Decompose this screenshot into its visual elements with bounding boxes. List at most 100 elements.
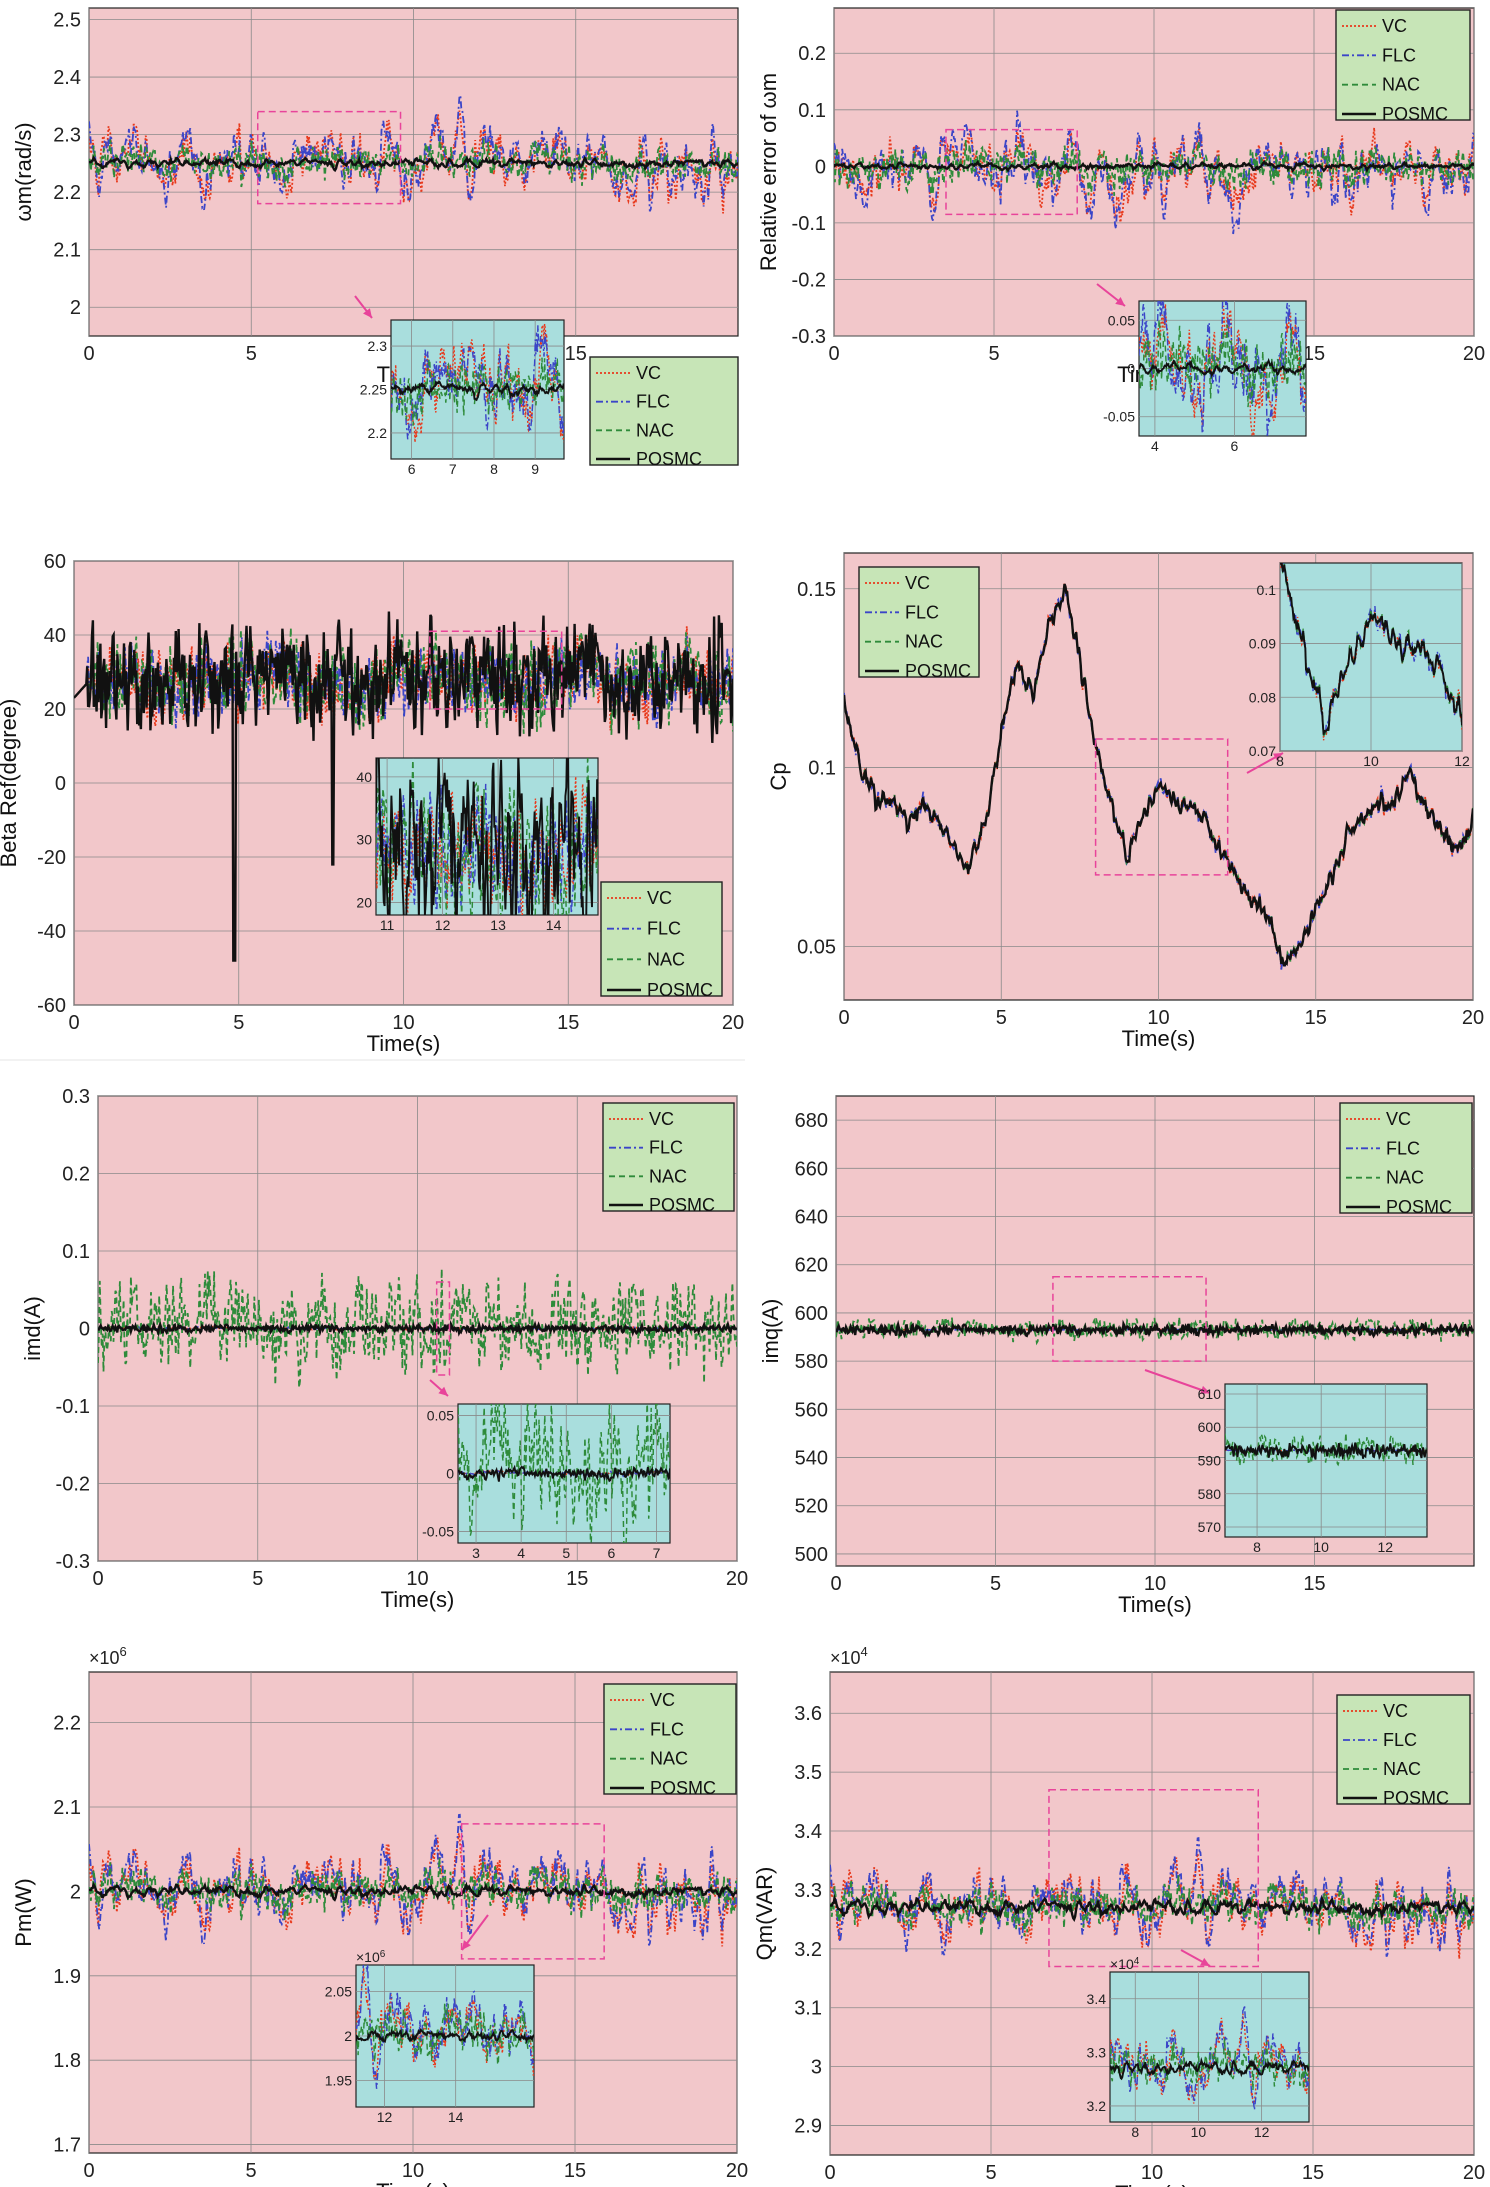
y-tick-label: 0.1 [798, 100, 826, 122]
zoom-box [429, 630, 563, 710]
x-tick-label: 8 [1253, 1539, 1261, 1555]
legend-label-posmc: POSMC [650, 1778, 716, 1798]
x-tick-label: 13 [490, 917, 506, 933]
y-tick-label: 2.25 [360, 382, 387, 398]
x-tick-label: 12 [1454, 753, 1470, 769]
inset-multiplier: ×106 [356, 1949, 386, 1965]
legend: VC FLC NAC POSMC [589, 356, 739, 469]
series-nac-line [1139, 319, 1306, 408]
series-nac-line [1110, 2038, 1309, 2091]
y-tick-label: 2.4 [53, 67, 81, 89]
y-tick-label: -0.3 [56, 1551, 90, 1573]
zoom-box [256, 110, 402, 205]
x-tick-label: 15 [1302, 2162, 1324, 2184]
inset-qm: 8 10 12 3.2 3.3 3.4 ×104 [1087, 1956, 1310, 2140]
y-tick-label: 2.1 [53, 1797, 81, 1819]
series-flc-line [1280, 563, 1462, 735]
inset-wm: 6 7 8 9 2.2 2.25 2.3 [360, 319, 565, 477]
y-tick-label: 60 [44, 551, 66, 573]
x-tick-label: 15 [565, 343, 587, 365]
legend-label-vc: VC [647, 888, 672, 908]
x-tick-label: 15 [557, 1012, 579, 1034]
legend-box [602, 1102, 735, 1212]
x-tick-label: 20 [726, 2160, 748, 2182]
y-tick-label: 3.2 [1087, 2098, 1107, 2114]
x-tick-label: 9 [531, 461, 539, 477]
y-tick-label: 640 [795, 1207, 828, 1229]
series-flc-line [1225, 1448, 1427, 1452]
y-tick-label: 560 [795, 1399, 828, 1421]
legend-box [1336, 1694, 1471, 1805]
y-tick-label: -40 [37, 921, 66, 943]
y-tick-label: -0.1 [792, 213, 826, 235]
y-tick-label: 0.05 [1108, 312, 1135, 328]
legend: VC FLC NAC POSMC [1335, 9, 1471, 124]
x-tick-label: 6 [607, 1545, 615, 1561]
y-tick-label: 540 [795, 1448, 828, 1470]
y-tick-label: 1.7 [53, 2135, 81, 2157]
legend-box [858, 566, 980, 678]
y-tick-label: 580 [1198, 1486, 1222, 1502]
y-tick-label: -0.3 [792, 326, 826, 348]
x-tick-label: 10 [1141, 2162, 1163, 2184]
x-tick-label: 8 [490, 461, 498, 477]
legend-label-vc: VC [1386, 1109, 1411, 1129]
series-group [391, 323, 564, 443]
legend-label-posmc: POSMC [636, 449, 702, 469]
y-tick-label: 0.2 [62, 1164, 90, 1186]
series-posmc-line [836, 1319, 1474, 1340]
y-tick-label: -0.2 [56, 1474, 90, 1496]
x-tick-label: 14 [546, 917, 562, 933]
x-tick-label: 8 [1131, 2124, 1139, 2140]
legend: VC FLC NAC POSMC [600, 881, 723, 1000]
y-multiplier: ×106 [89, 1644, 127, 1668]
series-flc-line [89, 94, 738, 212]
y-tick-label: 0 [815, 156, 826, 178]
x-tick-label: 12 [435, 917, 451, 933]
series-posmc-line [89, 1881, 737, 1902]
y-tick-label: 2.2 [53, 1713, 81, 1735]
y-tick-label: 0 [446, 1466, 454, 1482]
series-posmc-line [834, 159, 1474, 174]
x-axis-label: Time(s) [381, 1587, 455, 1612]
y-multiplier: ×104 [830, 1644, 868, 1668]
x-axis-label: Time(s) [1122, 1026, 1196, 1051]
legend: VC FLC NAC POSMC [1336, 1694, 1471, 1808]
x-tick-label: 10 [392, 1012, 414, 1034]
legend-label-flc: FLC [649, 1138, 683, 1158]
y-axis-label: Qm(VAR) [752, 1867, 777, 1961]
inset-imq: 8 10 12 570 580 590 600 610 [1198, 1383, 1428, 1555]
x-tick-label: 0 [83, 2160, 94, 2182]
x-tick-label: 15 [1305, 1007, 1327, 1029]
x-tick-label: 11 [380, 917, 395, 933]
legend-label-nac: NAC [650, 1749, 688, 1769]
legend-label-posmc: POSMC [649, 1195, 715, 1215]
legend-label-flc: FLC [636, 392, 670, 412]
series-group [1110, 2005, 1309, 2110]
series-vc-line [830, 1853, 1474, 1959]
series-group [356, 1965, 534, 2089]
y-tick-label: 2.05 [325, 1984, 352, 2000]
series-group [458, 1404, 670, 1543]
y-tick-label: 1.95 [325, 2072, 352, 2088]
y-tick-label: 1.9 [53, 1966, 81, 1988]
x-tick-label: 0 [830, 1573, 841, 1595]
series-flc-line [834, 110, 1474, 235]
y-tick-label: 0.3 [62, 1086, 90, 1108]
zoom-arrow-head [1273, 753, 1283, 762]
series-posmc-line [391, 379, 564, 402]
zoom-box [1048, 1789, 1260, 1968]
series-group [74, 611, 733, 962]
x-tick-label: 4 [1151, 438, 1159, 454]
x-tick-label: 10 [1191, 2124, 1207, 2140]
y-tick-label: -0.2 [792, 269, 826, 291]
legend-label-vc: VC [636, 363, 661, 383]
zoom-arrow-head [363, 308, 372, 318]
x-tick-label: 6 [1231, 438, 1239, 454]
series-posmc-line [1225, 1441, 1427, 1461]
x-axis-label: Time(s) [367, 1031, 441, 1056]
legend: VC FLC NAC POSMC [858, 566, 980, 681]
y-tick-label: 2.3 [368, 338, 388, 354]
x-tick-label: 10 [1363, 753, 1379, 769]
